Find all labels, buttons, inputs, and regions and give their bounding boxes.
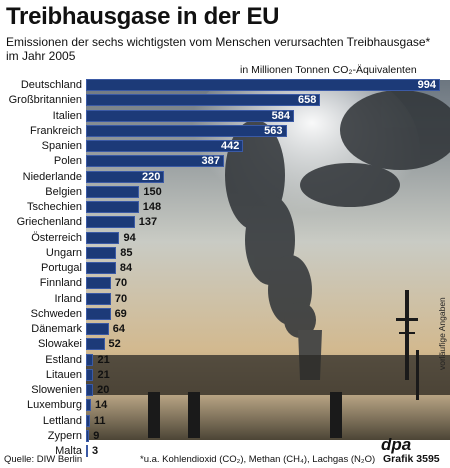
bar xyxy=(86,201,139,213)
category-label: Slowenien xyxy=(31,384,82,396)
bar xyxy=(86,399,91,412)
bar xyxy=(86,94,321,107)
value-label: 9 xyxy=(93,429,100,442)
source-label: Quelle: DIW Berlin xyxy=(4,454,83,465)
bar xyxy=(86,338,105,351)
category-label: Griechenland xyxy=(16,216,82,229)
category-label: Zypern xyxy=(47,429,82,442)
dpa-logo: dpa xyxy=(381,435,412,454)
bar xyxy=(86,307,111,320)
category-label: Österreich xyxy=(31,231,82,244)
bar xyxy=(86,384,94,396)
category-label: Lettland xyxy=(42,414,82,427)
bar xyxy=(86,155,224,168)
value-label: 994 xyxy=(417,79,436,91)
bar xyxy=(86,277,111,290)
bar xyxy=(86,185,140,198)
value-label: 11 xyxy=(93,414,106,427)
category-label: Slowakei xyxy=(37,338,82,351)
value-label: 584 xyxy=(271,109,290,122)
bar xyxy=(86,292,111,305)
category-label: Malta xyxy=(55,445,82,457)
value-label: 137 xyxy=(138,216,158,229)
category-label: Polen xyxy=(53,155,82,168)
value-label: 21 xyxy=(97,368,110,381)
value-label: 658 xyxy=(297,94,317,107)
category-label: Portugal xyxy=(41,262,82,274)
value-label: 387 xyxy=(201,155,220,168)
category-label: Tschechien xyxy=(26,201,82,213)
category-label: Dänemark xyxy=(31,323,82,335)
category-label: Spanien xyxy=(41,140,82,152)
bar xyxy=(86,79,440,91)
value-label: 21 xyxy=(97,353,110,366)
value-label: 70 xyxy=(114,292,128,305)
value-label: 70 xyxy=(114,277,128,290)
category-label: Belgien xyxy=(45,185,82,198)
bar xyxy=(86,323,109,335)
footnote: *u.a. Kohlendioxid (CO₂), Methan (CH₄), … xyxy=(140,454,376,465)
value-label: 3 xyxy=(92,445,99,457)
unit-label: in Millionen Tonnen CO₂-Äquivalenten xyxy=(240,64,417,76)
bar xyxy=(86,124,287,137)
value-label: 220 xyxy=(141,170,161,183)
category-label: Schweden xyxy=(30,307,82,320)
value-label: 52 xyxy=(108,338,121,351)
bar xyxy=(86,170,165,183)
value-label: 94 xyxy=(123,231,136,244)
bar xyxy=(86,246,117,259)
value-label: 148 xyxy=(142,201,162,213)
value-label: 150 xyxy=(143,185,162,198)
category-label: Litauen xyxy=(45,368,82,381)
value-label: 563 xyxy=(264,124,283,137)
bar xyxy=(86,414,90,427)
side-note: vorläufige Angaben xyxy=(437,297,447,370)
bar xyxy=(86,353,94,366)
value-label: 20 xyxy=(97,384,110,396)
bar xyxy=(86,262,116,274)
category-label: Großbritannien xyxy=(8,94,82,107)
chart-subtitle: Emissionen der sechs wichtigsten vom Men… xyxy=(6,35,431,63)
value-label: 14 xyxy=(94,399,108,412)
bar xyxy=(86,429,90,442)
bar xyxy=(86,216,135,229)
value-label: 64 xyxy=(112,323,126,335)
chart-title: Treibhausgase in der EU xyxy=(6,3,280,30)
category-label: Estland xyxy=(45,353,82,366)
category-label: Ungarn xyxy=(45,246,82,259)
category-label: Frankreich xyxy=(30,124,82,137)
value-label: 85 xyxy=(120,246,133,259)
value-label: 69 xyxy=(114,307,127,320)
category-label: Luxemburg xyxy=(26,399,82,412)
category-label: Italien xyxy=(52,109,82,122)
category-label: Irland xyxy=(54,292,82,305)
category-label: Deutschland xyxy=(20,79,82,91)
bar xyxy=(86,109,294,122)
bar xyxy=(86,445,88,457)
category-label: Niederlande xyxy=(22,170,82,183)
value-label: 442 xyxy=(221,140,240,152)
graphic-id: Grafik 3595 xyxy=(383,453,440,465)
value-label: 84 xyxy=(119,262,133,274)
category-label: Finnland xyxy=(39,277,82,290)
bar xyxy=(86,231,120,244)
bar xyxy=(86,140,244,152)
bar xyxy=(86,368,94,381)
